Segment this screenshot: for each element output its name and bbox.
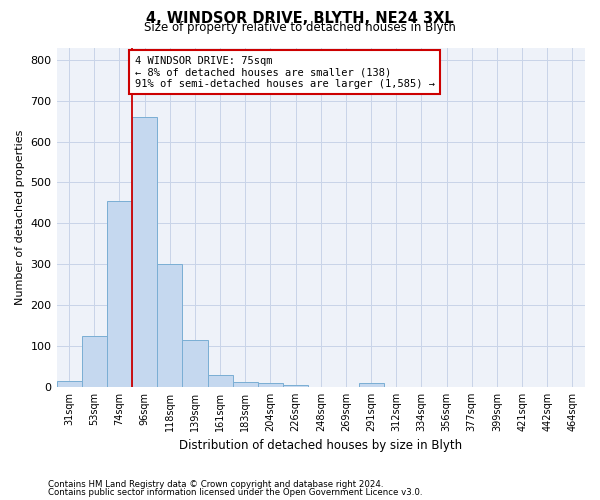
X-axis label: Distribution of detached houses by size in Blyth: Distribution of detached houses by size … xyxy=(179,440,463,452)
Bar xyxy=(132,117,157,387)
Y-axis label: Number of detached properties: Number of detached properties xyxy=(15,130,25,305)
Bar xyxy=(258,383,283,387)
Text: Size of property relative to detached houses in Blyth: Size of property relative to detached ho… xyxy=(144,21,456,34)
Text: Contains public sector information licensed under the Open Government Licence v3: Contains public sector information licen… xyxy=(48,488,422,497)
Bar xyxy=(107,201,132,387)
Bar xyxy=(208,374,233,387)
Bar xyxy=(182,340,208,387)
Text: 4 WINDSOR DRIVE: 75sqm
← 8% of detached houses are smaller (138)
91% of semi-det: 4 WINDSOR DRIVE: 75sqm ← 8% of detached … xyxy=(134,56,434,89)
Bar xyxy=(233,382,258,387)
Bar xyxy=(359,383,383,387)
Bar xyxy=(157,264,182,387)
Bar xyxy=(82,336,107,387)
Bar xyxy=(283,385,308,387)
Text: Contains HM Land Registry data © Crown copyright and database right 2024.: Contains HM Land Registry data © Crown c… xyxy=(48,480,383,489)
Text: 4, WINDSOR DRIVE, BLYTH, NE24 3XL: 4, WINDSOR DRIVE, BLYTH, NE24 3XL xyxy=(146,11,454,26)
Bar xyxy=(56,381,82,387)
